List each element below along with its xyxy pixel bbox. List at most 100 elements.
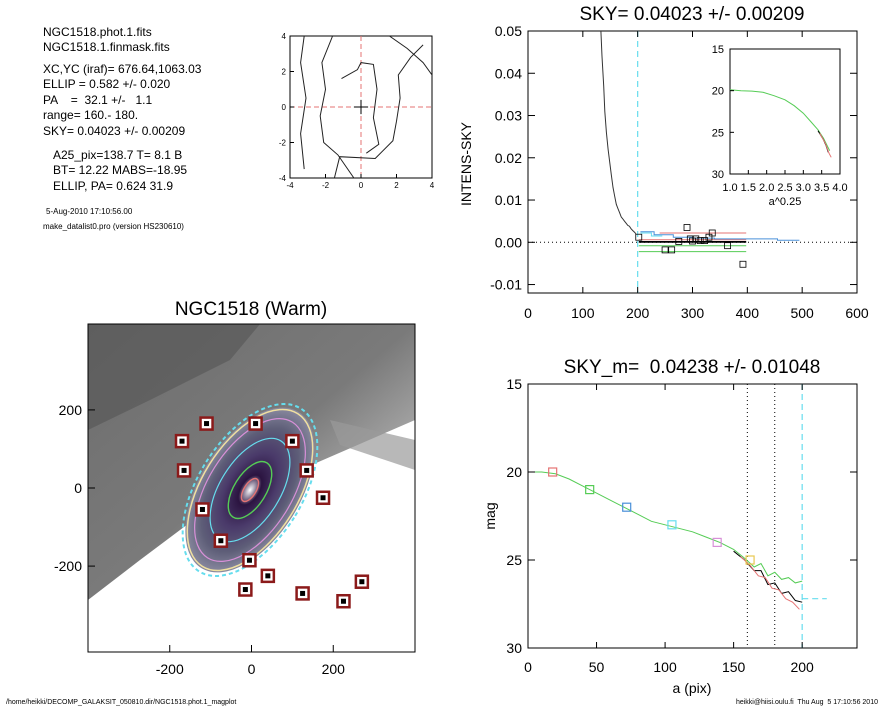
mask-marker-center — [289, 438, 295, 444]
y-tick-label: 20 — [712, 86, 724, 98]
header-date: 5-Aug-2010 17:10:56.00 — [46, 207, 133, 216]
mask-marker-center — [253, 421, 259, 427]
intensity-plot: SKY= 0.04023 +/- 0.00209 INTENS-SKY 0 100… — [458, 4, 869, 321]
y-tick-label: 25 — [506, 552, 522, 568]
contour-line — [389, 36, 432, 76]
isophote-core — [240, 477, 260, 503]
x-tick-label: -4 — [286, 181, 294, 190]
header-version: make_datalist0.pro (version HS230610) — [43, 222, 184, 231]
inset-series — [730, 89, 831, 151]
x-tick-label: 2 — [394, 181, 399, 190]
inset-plot: 1.0 1.5 2.0 2.5 3.0 3.5 4.0 15 20 25 30 a^0.25 — [712, 44, 848, 208]
header-line: ELLIP = 0.582 +/- 0.020 — [43, 77, 171, 91]
x-tick-label: 100 — [653, 659, 677, 675]
inset-xlabel: a^0.25 — [769, 196, 802, 208]
x-tick-label: 0 — [248, 661, 256, 677]
header-line: range= 160.- 180. — [43, 108, 138, 122]
y-tick-label: 4 — [282, 32, 287, 41]
mask-marker-center — [181, 467, 187, 473]
intensity-ylabel: INTENS-SKY — [458, 121, 474, 206]
x-tick-label: 1.0 — [722, 182, 737, 194]
mag-series — [740, 556, 800, 610]
sky-box-marker — [739, 260, 747, 268]
y-tick-label: 0 — [282, 103, 287, 112]
sky-box-marker — [686, 235, 694, 243]
y-tick-label: 25 — [712, 127, 724, 139]
x-tick-label: 500 — [790, 305, 814, 321]
x-tick-label: 3.0 — [796, 182, 811, 194]
x-tick-label: 200 — [790, 659, 814, 675]
x-tick-label: 0 — [524, 659, 532, 675]
intensity-profile — [600, 31, 637, 235]
mag-marker — [712, 537, 722, 548]
x-tick-label: -200 — [156, 661, 184, 677]
mag-frame — [527, 383, 858, 649]
x-tick-label: 100 — [571, 305, 595, 321]
y-tick-label: 15 — [712, 44, 724, 56]
header-line: BT= 12.22 MABS=-18.95 — [53, 163, 187, 177]
image-title: NGC1518 (Warm) — [175, 299, 327, 320]
contour-line — [319, 36, 355, 178]
mask-marker-center — [320, 495, 326, 501]
mask-marker-center — [340, 598, 346, 604]
inset-series — [819, 132, 832, 158]
contour-lines — [300, 36, 432, 178]
x-tick-label: 3.5 — [814, 182, 829, 194]
x-tick-label: 50 — [589, 659, 605, 675]
contour-line — [333, 44, 424, 178]
mag-series — [733, 550, 803, 603]
mask-marker-center — [300, 590, 306, 596]
y-tick-label: -200 — [54, 558, 82, 574]
intensity-title: SKY= 0.04023 +/- 0.00209 — [579, 4, 804, 25]
header-line: NGC1518.1.finmask.fits — [43, 40, 170, 54]
mag-ticks: 0 50 100 150 200 15 20 25 30 — [506, 376, 857, 675]
contour-plot: -4 -2 0 2 4 -4 -2 0 2 4 — [279, 32, 435, 190]
mask-marker-center — [304, 467, 310, 473]
galaxy-image-plot: NGC1518 (Warm) -200 0 200 200 0 -200 — [54, 299, 416, 677]
sky-level-series — [640, 232, 663, 237]
sky-box-marker — [708, 229, 716, 237]
inset-content — [730, 89, 832, 158]
y-tick-label: 0.02 — [495, 150, 522, 166]
sky-box-marker — [683, 224, 691, 231]
x-tick-label: 2.5 — [777, 182, 792, 194]
y-tick-label: 0.04 — [495, 65, 522, 81]
mag-marker — [585, 485, 595, 495]
y-tick-label: 0.01 — [495, 192, 522, 208]
y-tick-label: 0.03 — [495, 108, 522, 124]
sky-box-marker — [675, 238, 683, 245]
x-tick-label: 200 — [626, 305, 650, 321]
contour-line — [300, 36, 307, 170]
y-tick-label: 15 — [506, 376, 522, 392]
isophote — [194, 417, 306, 563]
isophote — [227, 460, 273, 520]
header-line: NGC1518.phot.1.fits — [43, 25, 152, 39]
footer-path: /home/heikki/DECOMP_GALAKSIT_050810.dir/… — [6, 699, 236, 706]
magnitude-plot: SKY_m= 0.04238 +/- 0.01048 mag a (pix) 0… — [482, 357, 858, 696]
header-line: XC,YC (iraf)= 676.64,1063.03 — [43, 62, 202, 76]
mask-marker-center — [179, 438, 185, 444]
contour-line — [341, 62, 380, 154]
x-tick-label: 0 — [359, 181, 364, 190]
y-tick-label: 200 — [59, 402, 83, 418]
y-tick-label: 0.00 — [495, 234, 522, 250]
y-tick-label: -0.01 — [490, 277, 522, 293]
x-tick-label: 600 — [845, 305, 869, 321]
sky-box-marker — [661, 246, 669, 254]
mag-xlabel: a (pix) — [673, 680, 712, 696]
mag-content — [528, 384, 827, 648]
sky-box-marker — [635, 233, 643, 241]
isophote-outer — [186, 408, 314, 572]
header-line: SKY= 0.04023 +/- 0.00209 — [43, 124, 185, 138]
mask-marker-center — [246, 557, 252, 563]
x-tick-label: 4 — [430, 181, 435, 190]
y-tick-label: 0 — [74, 480, 82, 496]
x-tick-label: 300 — [681, 305, 705, 321]
x-tick-label: 4.0 — [832, 182, 847, 194]
x-tick-label: 150 — [722, 659, 746, 675]
x-tick-label: 0 — [524, 305, 532, 321]
mask-marker-center — [199, 506, 205, 512]
x-tick-label: 1.5 — [741, 182, 756, 194]
mag-marker — [745, 555, 755, 565]
mask-marker-center — [359, 579, 365, 585]
